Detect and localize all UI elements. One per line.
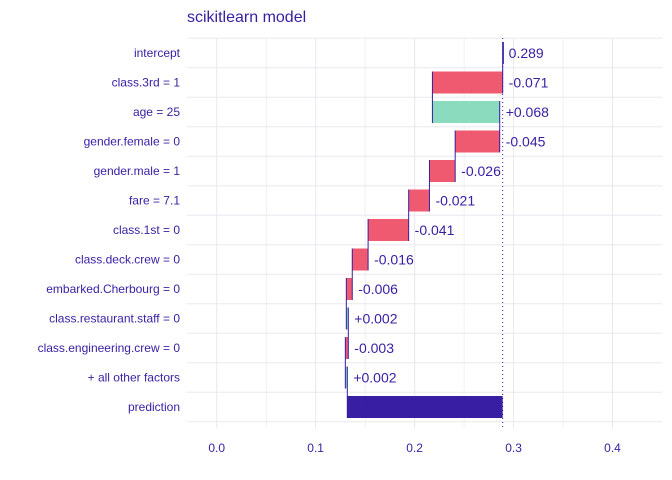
category-label: class.restaurant.staff = 0 — [49, 312, 180, 326]
x-tick-label: 0.1 — [307, 441, 324, 455]
connector-layer — [344, 42, 504, 418]
category-labels: intercept class.3rd = 1 age = 25 gender.fem… — [38, 46, 181, 414]
x-tick-label: 0.2 — [406, 441, 423, 455]
chart-title: scikitlearn model — [187, 9, 306, 26]
grid-layer — [187, 37, 662, 428]
waterfall-bar — [368, 219, 409, 241]
value-label: +0.002 — [353, 370, 396, 386]
waterfall-bar — [429, 160, 456, 182]
category-label: gender.male = 1 — [94, 164, 181, 178]
x-tick-label: 0.0 — [208, 441, 225, 455]
value-label: +0.002 — [354, 311, 397, 327]
category-label: intercept — [134, 46, 181, 60]
category-label: class.deck.crew = 0 — [75, 253, 180, 267]
value-label: -0.003 — [354, 340, 394, 356]
value-label: -0.006 — [358, 281, 398, 297]
category-label: prediction — [128, 400, 180, 414]
category-label: embarked.Cherbourg = 0 — [46, 282, 180, 296]
value-labels: 0.289 -0.071 +0.068 -0.045 -0.026 -0.021 -0.04… — [352, 45, 549, 415]
bars-layer — [345, 42, 504, 418]
category-label: class.3rd = 1 — [112, 76, 181, 90]
value-label: -0.016 — [374, 252, 414, 268]
waterfall-bar — [432, 71, 503, 94]
waterfall-bar — [352, 248, 369, 271]
waterfall-bar — [345, 337, 349, 359]
value-label: +0.068 — [506, 104, 549, 120]
waterfall-bar — [432, 101, 500, 123]
value-label: 0.132 — [352, 399, 387, 415]
category-label: age = 25 — [133, 105, 180, 119]
waterfall-bar — [408, 189, 430, 212]
waterfall-bar — [502, 42, 504, 64]
waterfall-bar — [347, 396, 503, 418]
category-label: class.1st = 0 — [113, 223, 180, 237]
category-label: class.engineering.crew = 0 — [38, 341, 181, 355]
waterfall-bar — [345, 366, 348, 389]
value-label: -0.021 — [435, 193, 475, 209]
value-label: -0.045 — [506, 134, 546, 150]
value-label: 0.289 — [509, 45, 544, 61]
waterfall-bar — [346, 278, 353, 300]
waterfall-bar — [455, 130, 500, 153]
x-axis-ticks: 0.0 0.1 0.2 0.3 0.4 — [208, 441, 621, 455]
waterfall-bar — [346, 307, 349, 330]
value-label: -0.041 — [415, 222, 455, 238]
x-tick-label: 0.4 — [604, 441, 621, 455]
category-label: + all other factors — [88, 371, 180, 385]
x-tick-label: 0.3 — [505, 441, 522, 455]
value-label: -0.026 — [461, 163, 501, 179]
category-label: fare = 7.1 — [129, 194, 180, 208]
value-label: -0.071 — [509, 75, 549, 91]
category-label: gender.female = 0 — [84, 135, 181, 149]
